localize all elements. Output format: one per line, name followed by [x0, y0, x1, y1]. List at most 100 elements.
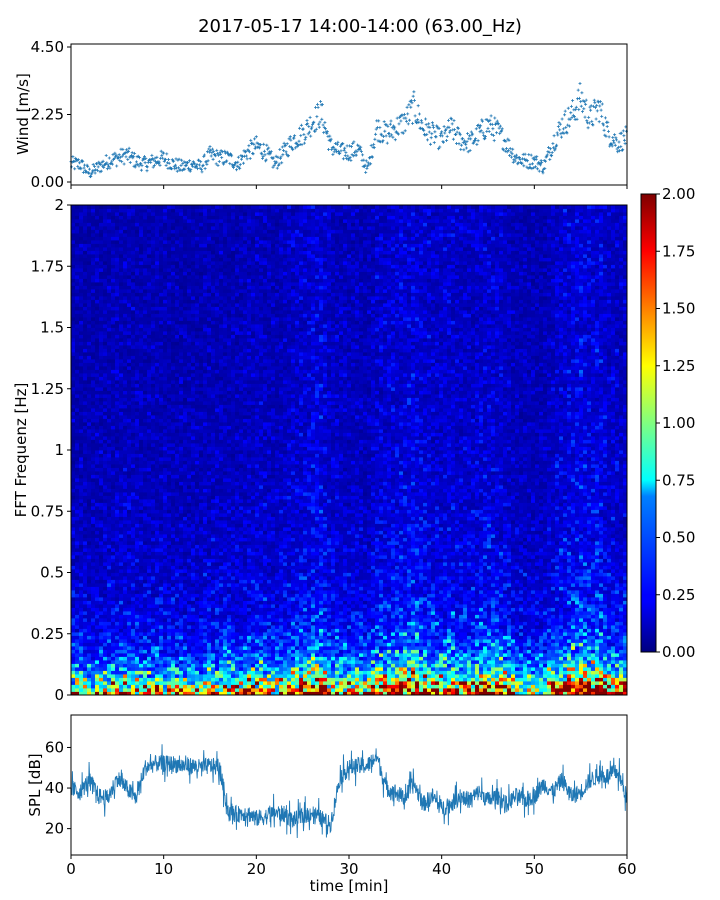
- spectrogram-cell: [223, 590, 227, 594]
- spectrogram-cell: [575, 625, 579, 629]
- spectrogram-cell: [539, 660, 543, 664]
- spectrogram-cell: [479, 597, 483, 601]
- spectrogram-cell: [87, 674, 91, 678]
- spectrogram-cell: [331, 653, 335, 657]
- spectrogram-cell: [239, 671, 243, 675]
- spectrogram-cell: [143, 636, 147, 640]
- spectrogram-cell: [327, 601, 331, 605]
- spectrogram-cell: [531, 674, 535, 678]
- spectrogram-cell: [363, 618, 367, 622]
- spectrogram-cell: [567, 681, 571, 685]
- spectrogram-cell: [71, 629, 75, 633]
- spectrogram-cell: [599, 643, 603, 647]
- spectrogram-cell: [323, 601, 327, 605]
- spectrogram-cell: [175, 597, 179, 601]
- spectrogram-cell: [543, 601, 547, 605]
- spectrogram-cell: [567, 664, 571, 668]
- spectrogram-cell: [363, 594, 367, 598]
- spectrogram-cell: [351, 681, 355, 685]
- spectrogram-cell: [131, 657, 135, 661]
- spectrogram-cell: [183, 671, 187, 675]
- spectrogram-cell: [215, 611, 219, 615]
- spectrogram-cell: [111, 639, 115, 643]
- spectrogram-cell: [243, 632, 247, 636]
- spectrogram-cell: [355, 601, 359, 605]
- spectrogram-cell: [111, 611, 115, 615]
- spectrogram-cell: [119, 608, 123, 612]
- spectrogram-cell: [111, 601, 115, 605]
- spectrogram-cell: [195, 667, 199, 671]
- spectrogram-cell: [611, 629, 615, 633]
- spectrogram-cell: [611, 681, 615, 685]
- spectrogram-cell: [135, 650, 139, 654]
- spectrogram-cell: [255, 632, 259, 636]
- spectrogram-cell: [235, 685, 239, 689]
- spectrogram-cell: [535, 650, 539, 654]
- spectrogram-cell: [467, 664, 471, 668]
- spectrogram-cell: [275, 622, 279, 626]
- wind-point: [245, 155, 248, 158]
- spectrogram-cell: [415, 678, 419, 682]
- spectrogram-cell: [395, 657, 399, 661]
- spectrogram-cell: [495, 629, 499, 633]
- spectrogram-cell: [367, 636, 371, 640]
- spectrogram-cell: [495, 594, 499, 598]
- spectrogram-cell: [215, 590, 219, 594]
- spectrogram-cell: [583, 653, 587, 657]
- spectrogram-cell: [571, 664, 575, 668]
- spectrogram-cell: [287, 685, 291, 689]
- spectrogram-cell: [399, 653, 403, 657]
- spectrogram-cell: [495, 674, 499, 678]
- spectrogram-cell: [559, 688, 563, 692]
- spectrogram-cell: [291, 636, 295, 640]
- spectrogram-cell: [139, 681, 143, 685]
- spectrogram-cell: [179, 629, 183, 633]
- spectrogram-cell: [527, 636, 531, 640]
- spectrogram-cell: [107, 681, 111, 685]
- spectrogram-cell: [487, 674, 491, 678]
- spectrogram-cell: [575, 611, 579, 615]
- spectrogram-cell: [551, 622, 555, 626]
- spectrogram-cell: [91, 597, 95, 601]
- spectrogram-cell: [339, 601, 343, 605]
- spectrogram-cell: [347, 643, 351, 647]
- spectrogram-cell: [379, 611, 383, 615]
- spectrogram-cell: [87, 639, 91, 643]
- spectrogram-cell: [467, 681, 471, 685]
- spectrogram-cell: [251, 671, 255, 675]
- spectrogram-cell: [511, 639, 515, 643]
- spectrogram-cell: [579, 657, 583, 661]
- spectrogram-cell: [499, 667, 503, 671]
- spectrogram-cell: [375, 618, 379, 622]
- spectrogram-cell: [283, 643, 287, 647]
- spectrogram-cell: [503, 650, 507, 654]
- spectrogram-cell: [203, 667, 207, 671]
- spectrogram-cell: [287, 604, 291, 608]
- spectrogram-cell: [355, 608, 359, 612]
- spectrogram-cell: [311, 688, 315, 692]
- spectrogram-cell: [383, 650, 387, 654]
- spectrogram-cell: [507, 639, 511, 643]
- spectrogram-cell: [467, 671, 471, 675]
- spectrogram-cell: [299, 664, 303, 668]
- spectrogram-cell: [451, 671, 455, 675]
- spectrogram-cell: [187, 664, 191, 668]
- spectrogram-cell: [71, 650, 75, 654]
- spectrogram-cell: [211, 601, 215, 605]
- spectrogram-cell: [107, 629, 111, 633]
- spectrogram-cell: [335, 629, 339, 633]
- spectrogram-cell: [83, 685, 87, 689]
- spectrogram-cell: [499, 671, 503, 675]
- spectrogram-cell: [575, 639, 579, 643]
- spectrogram-cell: [259, 632, 263, 636]
- wind-point: [465, 147, 468, 150]
- spectrogram-cell: [211, 657, 215, 661]
- spectrogram-cell: [607, 604, 611, 608]
- spectrogram-cell: [195, 622, 199, 626]
- spectrogram-cell: [151, 664, 155, 668]
- wind-point: [300, 124, 303, 127]
- spectrogram-cell: [391, 664, 395, 668]
- spectrogram-cell: [307, 625, 311, 629]
- spectrogram-cell: [471, 618, 475, 622]
- spectrogram-cell: [443, 671, 447, 675]
